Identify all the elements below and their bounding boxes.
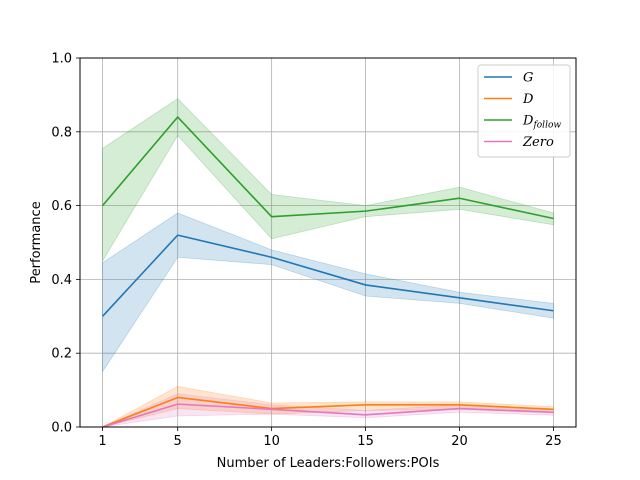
y-axis-label: Performance (29, 201, 44, 283)
ticks: 1 5 10 15 20 250.00.20.40.60.81.0 (51, 52, 561, 450)
line-dfollow (101, 116, 554, 220)
y-tick-label: 1.0 (51, 52, 72, 67)
y-tick-label: 0.2 (51, 347, 72, 362)
x-tick-label: 20 (451, 434, 468, 449)
x-tick-label: 5 (174, 434, 182, 449)
legend-label: G (523, 71, 533, 86)
legend-box (477, 64, 571, 158)
y-tick-label: 0.4 (51, 273, 72, 288)
x-tick-label: 10 (263, 434, 280, 449)
x-tick-label: 25 (545, 434, 562, 449)
x-tick-label: 15 (357, 434, 374, 449)
y-tick-label: 0.8 (51, 125, 72, 140)
legend-label: D (522, 92, 534, 107)
y-tick-label: 0.6 (51, 199, 72, 214)
x-tick-label: 1 (98, 434, 106, 449)
line-g (101, 234, 554, 317)
series-lines (101, 116, 554, 428)
band-g (102, 212, 554, 373)
plot-frame (79, 57, 577, 428)
legend-label: Dfollow (522, 114, 561, 131)
y-tick-label: 0.0 (51, 421, 72, 436)
band-dfollow (102, 98, 554, 263)
band-zero (102, 393, 554, 428)
line-zero (102, 403, 554, 428)
line-d (102, 396, 554, 428)
x-axis-label: Number of Leaders:Followers:POIs (217, 456, 440, 471)
legend-label: Zero (522, 135, 554, 150)
legend: GD Dfollow Zero (477, 64, 571, 158)
